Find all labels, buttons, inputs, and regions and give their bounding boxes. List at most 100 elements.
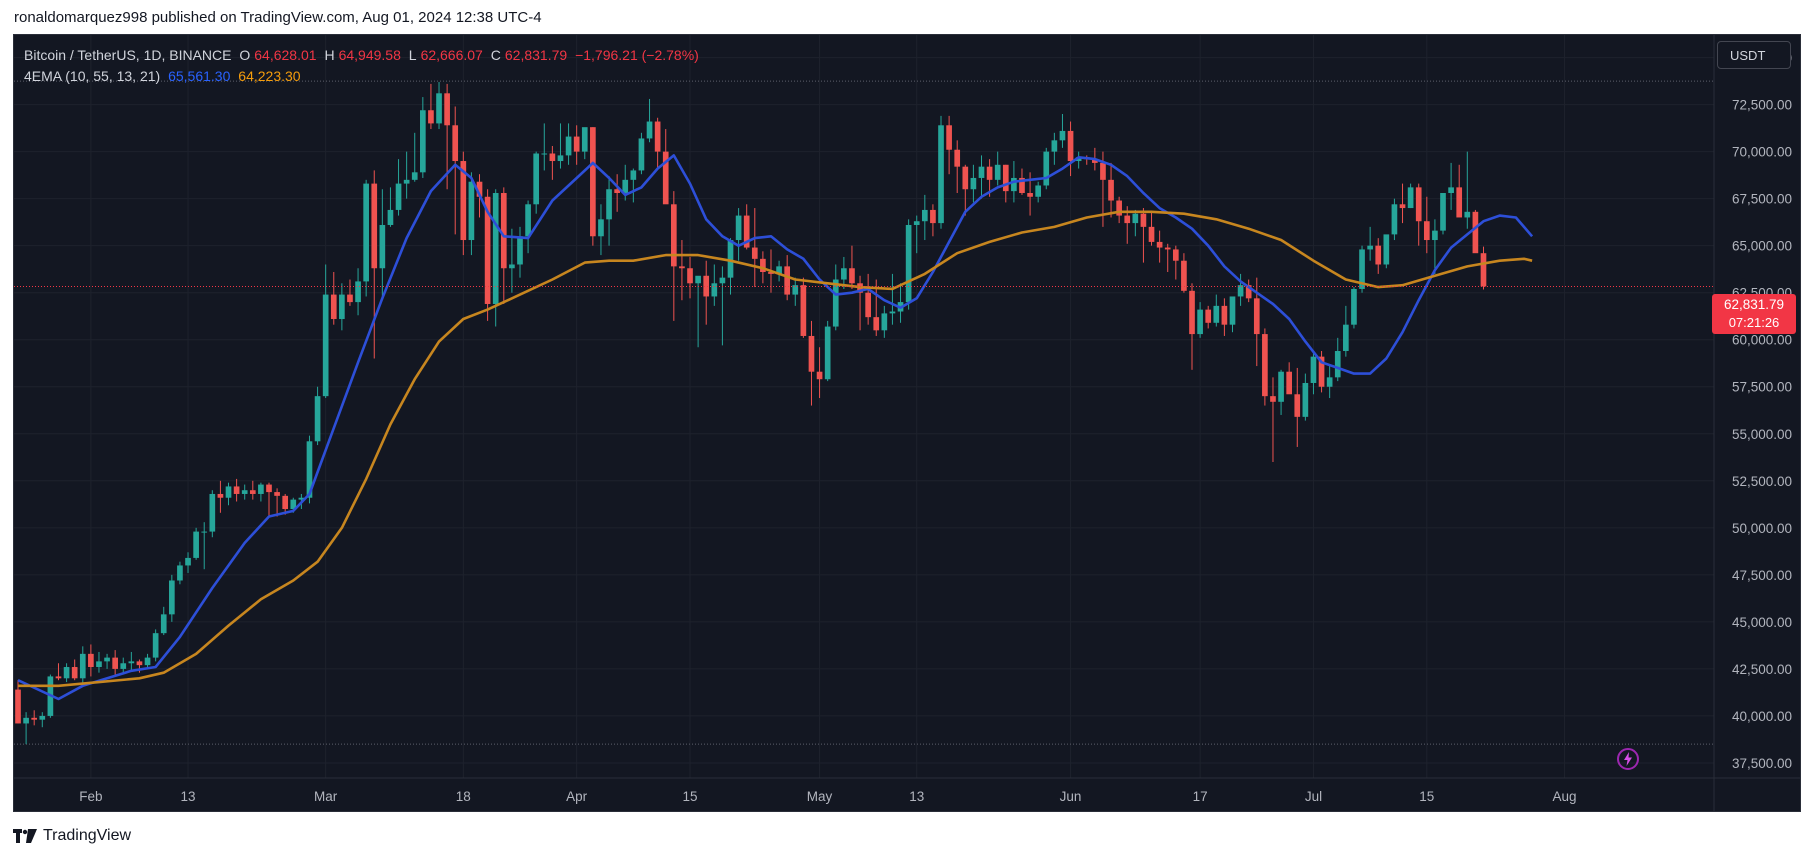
- candle-down: [233, 478, 240, 502]
- candle-down: [112, 650, 118, 675]
- candle-up: [525, 200, 531, 254]
- legend-ema-fast-value: 65,561.30: [168, 68, 231, 84]
- candle-body: [1140, 213, 1147, 227]
- candle-body: [1002, 164, 1009, 192]
- candle-body: [193, 531, 199, 558]
- candle-up: [606, 176, 612, 246]
- candle-body: [185, 557, 191, 566]
- candle-body: [428, 110, 434, 124]
- candle-body: [104, 657, 110, 662]
- candle-down: [549, 145, 556, 180]
- candle-down: [1245, 279, 1252, 303]
- candle-up: [355, 268, 361, 316]
- candle-body: [816, 371, 823, 380]
- candle-up: [792, 277, 799, 306]
- tradingview-logo: TradingView: [13, 827, 131, 845]
- candle-down: [1067, 121, 1074, 177]
- candle-up: [938, 115, 944, 229]
- candle-up: [169, 574, 175, 622]
- candle-body: [1294, 394, 1301, 417]
- candle-body: [695, 275, 701, 284]
- candle-body: [1286, 371, 1293, 395]
- candle-body: [1011, 177, 1017, 192]
- x-tick-label: May: [807, 789, 833, 804]
- candle-down: [1375, 238, 1382, 274]
- candle-body: [128, 661, 135, 664]
- candle-body: [1229, 296, 1236, 325]
- candle-body: [1391, 204, 1398, 235]
- legend-indicator-row: 4EMA (10, 55, 13, 21) 65,561.30 64,223.3…: [24, 66, 699, 87]
- candle-body: [1310, 356, 1317, 383]
- candle-down: [500, 187, 507, 304]
- candle-body: [169, 580, 175, 615]
- candle-up: [1464, 151, 1471, 229]
- candle-down: [1181, 253, 1187, 293]
- candle-body: [152, 633, 159, 658]
- candle-up: [492, 189, 499, 327]
- footer-brand: TradingView: [43, 827, 132, 844]
- candle-up: [841, 256, 847, 289]
- candle-body: [557, 155, 564, 162]
- candle-body: [994, 164, 1001, 180]
- legend-symbol-row: Bitcoin / TetherUS, 1D, BINANCE O 64,628.…: [24, 45, 699, 66]
- candle-body: [71, 667, 78, 679]
- candle-body: [1059, 130, 1066, 141]
- candle-body: [930, 209, 936, 224]
- candle-body: [1456, 187, 1463, 218]
- candle-up: [881, 305, 888, 338]
- candle-up: [541, 123, 548, 171]
- candle-body: [274, 492, 280, 496]
- candle-body: [39, 715, 46, 720]
- candle-body: [525, 204, 531, 237]
- candle-up: [978, 155, 985, 199]
- candle-up: [468, 172, 475, 256]
- candle-down: [1472, 209, 1479, 254]
- candle-down: [31, 710, 38, 726]
- candle-up: [517, 226, 523, 278]
- candle-down: [1116, 196, 1122, 224]
- candlestick-chart[interactable]: 37,500.00 40,000.00 42,500.00 45,000.00 47,5…: [14, 35, 1800, 811]
- candle-up: [994, 151, 1001, 186]
- y-tick-label: 72,500.00: [1732, 98, 1792, 113]
- candle-down: [849, 245, 855, 289]
- y-tick-label: 55,000.00: [1732, 427, 1792, 442]
- candle-up: [581, 127, 588, 160]
- candle-body: [768, 272, 774, 274]
- candle-body: [573, 136, 580, 152]
- candle-body: [460, 161, 467, 241]
- candle-up: [79, 646, 86, 684]
- candle-body: [55, 676, 62, 679]
- candle-up: [638, 132, 645, 175]
- lightning-bolt-icon[interactable]: [1615, 746, 1641, 772]
- candle-body: [282, 495, 289, 510]
- candle-down: [460, 151, 467, 256]
- candle-up: [735, 208, 742, 261]
- candle-body: [1027, 193, 1033, 197]
- candle-body: [476, 181, 483, 197]
- candle-up: [1391, 198, 1398, 241]
- candle-up: [209, 490, 216, 538]
- currency-button[interactable]: USDT: [1717, 41, 1791, 69]
- x-tick-label: Aug: [1552, 789, 1576, 804]
- candle-up: [314, 386, 321, 446]
- x-tick-label: Jun: [1060, 789, 1082, 804]
- candle-down: [282, 493, 289, 515]
- candle-up: [557, 123, 564, 169]
- candle-up: [395, 159, 402, 216]
- legend-low-value: 62,666.07: [420, 47, 483, 63]
- candle-body: [1262, 334, 1268, 397]
- chart-container[interactable]: 37,500.00 40,000.00 42,500.00 45,000.00 47,5…: [13, 34, 1801, 812]
- candle-up: [258, 482, 264, 502]
- candle-body: [347, 294, 353, 303]
- x-tick-label: 18: [456, 789, 471, 804]
- legend-ema-slow-value: 64,223.30: [238, 68, 301, 84]
- candle-body: [630, 170, 637, 180]
- candle-down: [1423, 196, 1430, 254]
- candle-body: [1132, 213, 1139, 224]
- y-tick-label: 45,000.00: [1732, 615, 1792, 630]
- candle-body: [233, 486, 240, 494]
- x-tick-label: 17: [1193, 789, 1208, 804]
- badge-price: 62,831.79: [1723, 297, 1785, 312]
- candle-body: [662, 151, 669, 205]
- candle-up: [913, 215, 920, 254]
